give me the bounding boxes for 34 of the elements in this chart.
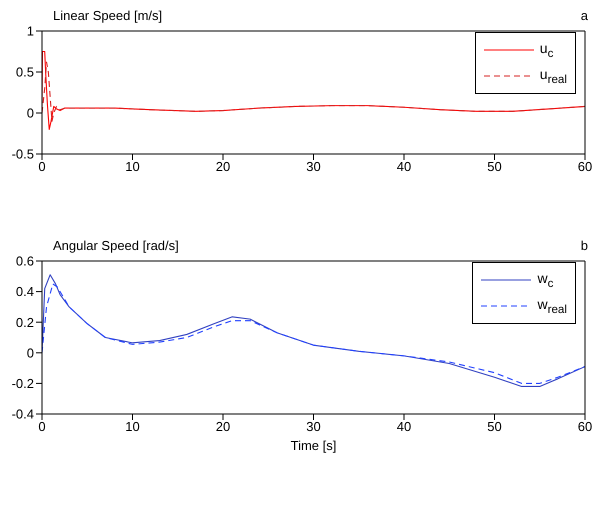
x-tick-label: 10 xyxy=(125,159,140,174)
x-tick-label: 0 xyxy=(38,159,46,174)
x-tick-label: 40 xyxy=(396,159,412,174)
x-axis-title: Time [s] xyxy=(290,438,336,453)
x-tick-label: 30 xyxy=(306,419,321,434)
y-tick-label: -0.2 xyxy=(12,376,34,392)
y-tick-label: -0.5 xyxy=(12,146,34,162)
chart-title: Angular Speed [rad/s] xyxy=(53,238,179,254)
y-tick-label: 1 xyxy=(26,24,34,39)
x-tick-label: 10 xyxy=(125,419,140,434)
y-tick-label: 0.2 xyxy=(16,314,34,330)
legend-label: w$_{real}$ xyxy=(537,296,567,316)
y-tick-label: 0 xyxy=(26,106,34,121)
y-tick-label: -0.4 xyxy=(12,406,34,422)
y-tick-label: 0 xyxy=(26,345,34,360)
x-tick-label: 50 xyxy=(487,159,502,174)
text: a xyxy=(580,8,588,24)
y-tick-label: 0.4 xyxy=(16,284,34,300)
x-tick-label: 30 xyxy=(306,159,321,174)
x-tick-label: 40 xyxy=(396,419,412,434)
x-tick-label: 60 xyxy=(578,419,592,434)
legend-label: u$_{real}$ xyxy=(540,66,567,86)
x-tick-label: 20 xyxy=(216,419,230,434)
line-series xyxy=(42,62,585,122)
x-tick-label: 50 xyxy=(487,419,502,434)
x-tick-label: 20 xyxy=(216,159,230,174)
x-tick-label: 0 xyxy=(38,419,46,434)
legend-label: w$_{c}$ xyxy=(537,270,554,290)
text: b xyxy=(580,238,588,254)
y-tick-label: 0.5 xyxy=(16,64,34,80)
chart-title: Linear Speed [m/s] xyxy=(53,8,162,24)
x-tick-label: 60 xyxy=(578,159,592,174)
y-tick-label: 0.6 xyxy=(16,254,34,269)
legend-label: u$_{c}$ xyxy=(540,40,554,60)
